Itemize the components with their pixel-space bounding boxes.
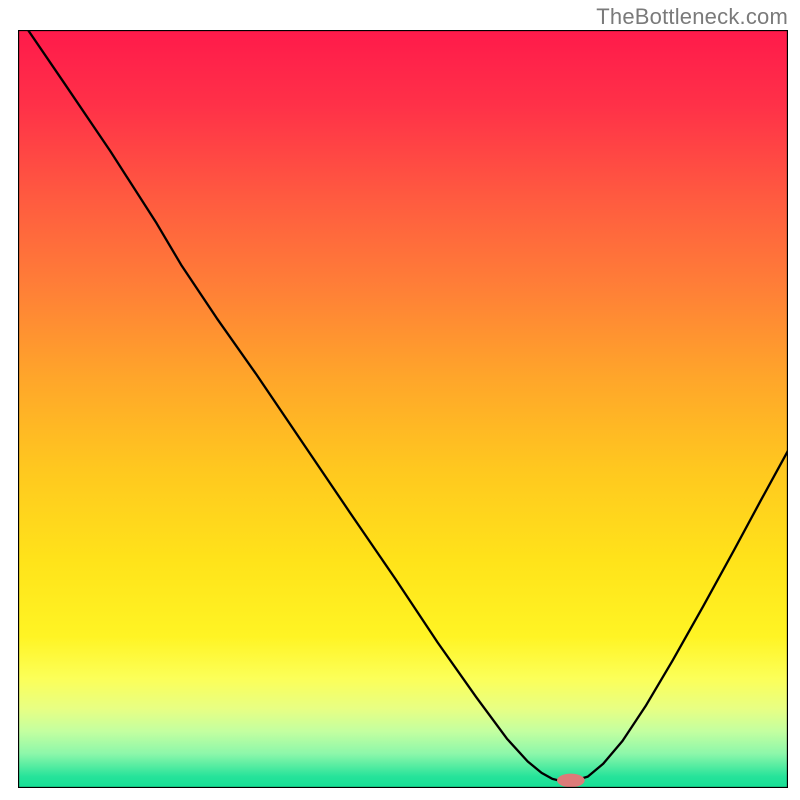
chart-container: TheBottleneck.com <box>0 0 800 800</box>
bottleneck-plot-svg <box>18 30 788 788</box>
bottleneck-plot <box>18 30 788 788</box>
gradient-background <box>18 30 788 788</box>
watermark-label: TheBottleneck.com <box>596 4 788 30</box>
current-marker <box>557 774 585 788</box>
